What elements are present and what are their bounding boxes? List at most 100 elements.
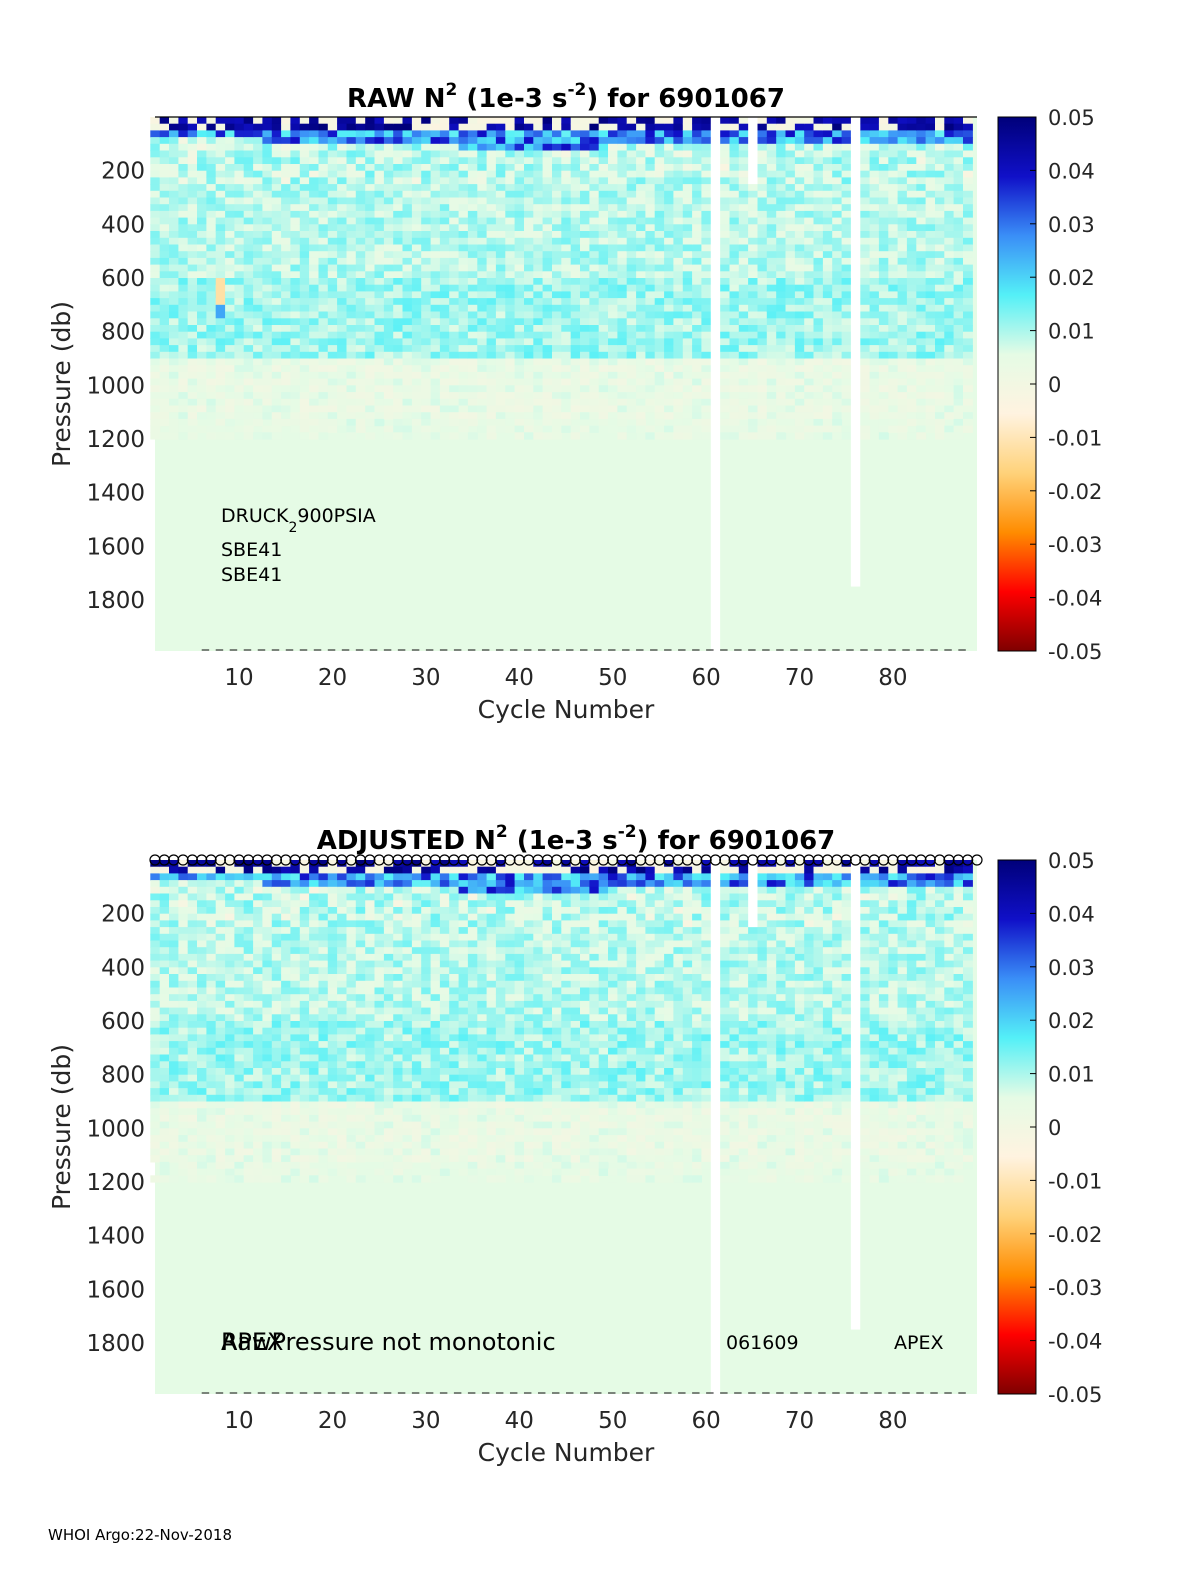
heatmap-cell bbox=[963, 318, 973, 326]
heatmap-cell bbox=[187, 1061, 198, 1069]
heatmap-cell bbox=[271, 130, 282, 138]
heatmap-cell bbox=[813, 432, 824, 440]
heatmap-cell bbox=[169, 345, 179, 353]
heatmap-cell bbox=[281, 351, 291, 360]
heatmap-cell bbox=[337, 224, 347, 232]
heatmap-cell bbox=[169, 204, 179, 212]
x-tick-label: 10 bbox=[224, 665, 253, 691]
heatmap-cell bbox=[897, 210, 908, 219]
heatmap-cell bbox=[271, 1121, 282, 1129]
heatmap-cell bbox=[159, 371, 170, 380]
heatmap-cell bbox=[206, 1027, 217, 1035]
heatmap-cell bbox=[393, 278, 404, 286]
heatmap-cell bbox=[169, 271, 179, 279]
heatmap-cell bbox=[290, 358, 301, 366]
heatmap-cell bbox=[197, 358, 207, 366]
heatmap-cell bbox=[225, 1074, 235, 1082]
heatmap-cell bbox=[794, 164, 805, 172]
heatmap-cell bbox=[580, 143, 590, 152]
heatmap-cell bbox=[701, 298, 712, 306]
heatmap-cell bbox=[626, 190, 637, 199]
heatmap-cell bbox=[486, 365, 497, 373]
heatmap-cell bbox=[953, 398, 964, 407]
heatmap-cell bbox=[748, 371, 758, 380]
heatmap-cell bbox=[365, 184, 376, 192]
heatmap-cell bbox=[570, 291, 581, 299]
heatmap-cell bbox=[439, 338, 450, 346]
heatmap-cell bbox=[290, 298, 301, 306]
heatmap-cell bbox=[234, 425, 245, 433]
heatmap-cell bbox=[346, 304, 357, 313]
heatmap-cell bbox=[542, 190, 553, 199]
heatmap-cell bbox=[402, 278, 413, 286]
heatmap-cell bbox=[430, 164, 441, 172]
heatmap-cell bbox=[439, 217, 450, 225]
heatmap-cell bbox=[271, 933, 282, 942]
heatmap-cell bbox=[589, 190, 600, 199]
heatmap-cell bbox=[374, 358, 385, 366]
heatmap-cell bbox=[467, 291, 478, 299]
heatmap-cell bbox=[766, 278, 777, 286]
heatmap-cell bbox=[608, 318, 618, 326]
heatmap-cell bbox=[187, 157, 198, 165]
heatmap-cell bbox=[533, 251, 544, 259]
heatmap-cell bbox=[542, 432, 553, 440]
heatmap-cell bbox=[225, 137, 235, 145]
heatmap-cell bbox=[402, 197, 413, 205]
heatmap-cell bbox=[411, 298, 422, 306]
heatmap-cell bbox=[533, 298, 544, 306]
heatmap-cell bbox=[150, 231, 161, 239]
heatmap-cell bbox=[822, 257, 833, 266]
heatmap-cell bbox=[617, 365, 628, 373]
heatmap-cell bbox=[215, 217, 226, 225]
heatmap-cell bbox=[178, 940, 189, 948]
heatmap-cell bbox=[374, 278, 385, 286]
heatmap-cell bbox=[757, 204, 768, 212]
heatmap-cell bbox=[785, 157, 796, 165]
heatmap-cell bbox=[299, 190, 310, 199]
heatmap-cell bbox=[299, 378, 310, 386]
heatmap-cell bbox=[953, 237, 964, 246]
heatmap-cell bbox=[963, 130, 973, 138]
heatmap-cell bbox=[299, 927, 310, 935]
heatmap-cell bbox=[860, 184, 871, 192]
heatmap-cell bbox=[692, 143, 702, 152]
heatmap-cell bbox=[524, 311, 534, 319]
heatmap-cell bbox=[327, 170, 338, 178]
heatmap-cell bbox=[355, 365, 366, 373]
heatmap-cell bbox=[953, 432, 964, 440]
heatmap-cell bbox=[449, 278, 460, 286]
heatmap-cell bbox=[393, 217, 404, 225]
heatmap-cell bbox=[365, 197, 376, 205]
heatmap-cell bbox=[178, 927, 189, 935]
heatmap-cell bbox=[197, 913, 207, 921]
heatmap-cell bbox=[365, 291, 376, 299]
heatmap-cell bbox=[944, 432, 955, 440]
heatmap-cell bbox=[281, 1141, 291, 1150]
heatmap-cell bbox=[897, 385, 908, 393]
heatmap-cell bbox=[421, 358, 432, 366]
heatmap-cell bbox=[580, 117, 590, 125]
heatmap-cell bbox=[692, 432, 702, 440]
heatmap-cell bbox=[234, 177, 245, 185]
heatmap-cell bbox=[327, 224, 338, 232]
heatmap-cell bbox=[785, 177, 796, 185]
heatmap-cell bbox=[804, 278, 815, 286]
heatmap-cell bbox=[804, 378, 815, 386]
heatmap-cell bbox=[374, 257, 385, 266]
heatmap-cell bbox=[654, 204, 665, 212]
heatmap-cell bbox=[673, 392, 684, 400]
heatmap-cell bbox=[636, 170, 646, 178]
heatmap-cell bbox=[439, 244, 450, 252]
heatmap-cell bbox=[794, 392, 805, 400]
heatmap-cell bbox=[187, 425, 198, 433]
heatmap-cell bbox=[439, 164, 450, 172]
heatmap-cell bbox=[309, 150, 319, 158]
heatmap-cell bbox=[458, 365, 469, 373]
heatmap-cell bbox=[645, 217, 656, 225]
heatmap-cell bbox=[253, 1014, 263, 1022]
heatmap-cell bbox=[271, 224, 282, 232]
heatmap-cell bbox=[916, 351, 927, 360]
heatmap-cell bbox=[299, 994, 310, 1002]
heatmap-cell bbox=[150, 1007, 161, 1015]
